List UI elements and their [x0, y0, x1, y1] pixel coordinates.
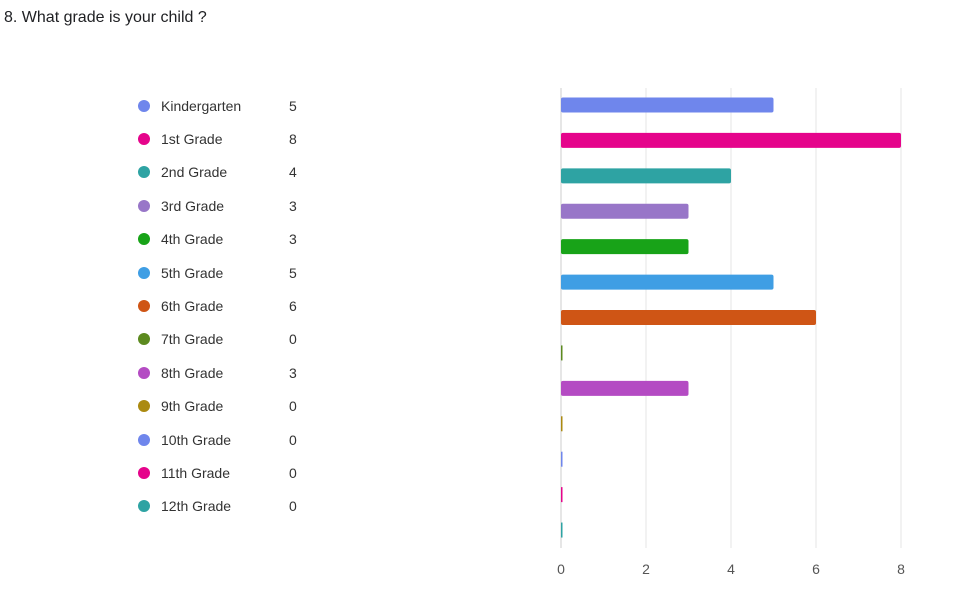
legend-dot-icon	[138, 266, 150, 279]
bar-2nd-grade[interactable]	[561, 168, 731, 184]
legend-count: 8	[289, 131, 297, 148]
legend-label: 3rd Grade	[161, 197, 225, 214]
legend-dot-icon	[138, 300, 150, 313]
legend-label: 9th Grade	[161, 398, 224, 415]
legend-item-3rd-grade: 3rd Grade 3	[138, 189, 338, 222]
legend-dot-icon	[138, 99, 150, 112]
legend-count: 5	[289, 264, 297, 281]
bar-8th-grade[interactable]	[561, 380, 689, 396]
legend-count: 0	[289, 498, 297, 515]
legend-dot-icon	[138, 133, 150, 146]
legend-item-7th-grade: 7th Grade 0	[138, 323, 338, 356]
bar-10th-grade[interactable]	[561, 451, 563, 467]
legend-label: 12th Grade	[161, 498, 232, 515]
bar-kindergarten[interactable]	[561, 97, 774, 113]
legend-item-6th-grade: 6th Grade 6	[138, 289, 338, 322]
legend-item-10th-grade: 10th Grade 0	[138, 423, 338, 456]
legend-count: 0	[289, 431, 297, 448]
legend-label: 4th Grade	[161, 231, 224, 248]
legend-count: 3	[289, 364, 297, 381]
legend-label: 5th Grade	[161, 264, 224, 281]
bar-1st-grade[interactable]	[561, 132, 901, 148]
legend-dot-icon	[138, 199, 150, 212]
legend-label: 11th Grade	[161, 464, 231, 481]
legend-item-2nd-grade: 2nd Grade 4	[138, 156, 338, 189]
legend-dot-icon	[138, 500, 150, 513]
legend-item-8th-grade: 8th Grade 3	[138, 356, 338, 389]
x-tick-label: 8	[897, 561, 905, 577]
legend-item-9th-grade: 9th Grade 0	[138, 390, 338, 423]
legend-count: 4	[289, 164, 297, 181]
legend-count: 0	[289, 464, 297, 481]
legend-dot-icon	[138, 466, 150, 479]
legend-label: 1st Grade	[161, 131, 223, 148]
legend: Kindergarten 5 1st Grade 8 2nd Grade 4 3rd Gra…	[138, 89, 338, 523]
x-tick-label: 0	[557, 561, 565, 577]
legend-dot-icon	[138, 333, 150, 346]
bar-5th-grade[interactable]	[561, 274, 774, 290]
bar-12th-grade[interactable]	[561, 522, 563, 538]
legend-label: 8th Grade	[161, 364, 224, 381]
bar-7th-grade[interactable]	[561, 345, 563, 361]
legend-count: 0	[289, 331, 297, 348]
legend-item-1st-grade: 1st Grade 8	[138, 122, 338, 155]
x-tick-label: 4	[727, 561, 735, 577]
bar-3rd-grade[interactable]	[561, 203, 689, 219]
legend-label: 6th Grade	[161, 298, 224, 315]
legend-count: 0	[289, 398, 297, 415]
legend-dot-icon	[138, 166, 150, 179]
legend-dot-icon	[138, 433, 150, 446]
bar-6th-grade[interactable]	[561, 310, 816, 326]
legend-dot-icon	[138, 400, 150, 413]
legend-count: 6	[289, 298, 297, 315]
legend-count: 5	[289, 97, 297, 114]
legend-label: 7th Grade	[161, 331, 224, 348]
legend-dot-icon	[138, 233, 150, 246]
bar-9th-grade[interactable]	[561, 416, 563, 432]
legend-count: 3	[289, 197, 297, 214]
legend-item-11th-grade: 11th Grade 0	[138, 456, 338, 489]
legend-count: 3	[289, 231, 297, 248]
legend-item-5th-grade: 5th Grade 5	[138, 256, 338, 289]
legend-item-12th-grade: 12th Grade 0	[138, 490, 338, 523]
legend-label: 10th Grade	[161, 431, 232, 448]
question-title: 8. What grade is your child ?	[4, 9, 207, 26]
bar-11th-grade[interactable]	[561, 487, 563, 503]
x-tick-label: 6	[812, 561, 820, 577]
bar-4th-grade[interactable]	[561, 239, 689, 255]
legend-item-4th-grade: 4th Grade 3	[138, 223, 338, 256]
legend-item-kindergarten: Kindergarten 5	[138, 89, 338, 122]
legend-label: Kindergarten	[161, 97, 242, 114]
x-tick-label: 2	[642, 561, 650, 577]
legend-label: 2nd Grade	[161, 164, 228, 181]
legend-dot-icon	[138, 366, 150, 379]
